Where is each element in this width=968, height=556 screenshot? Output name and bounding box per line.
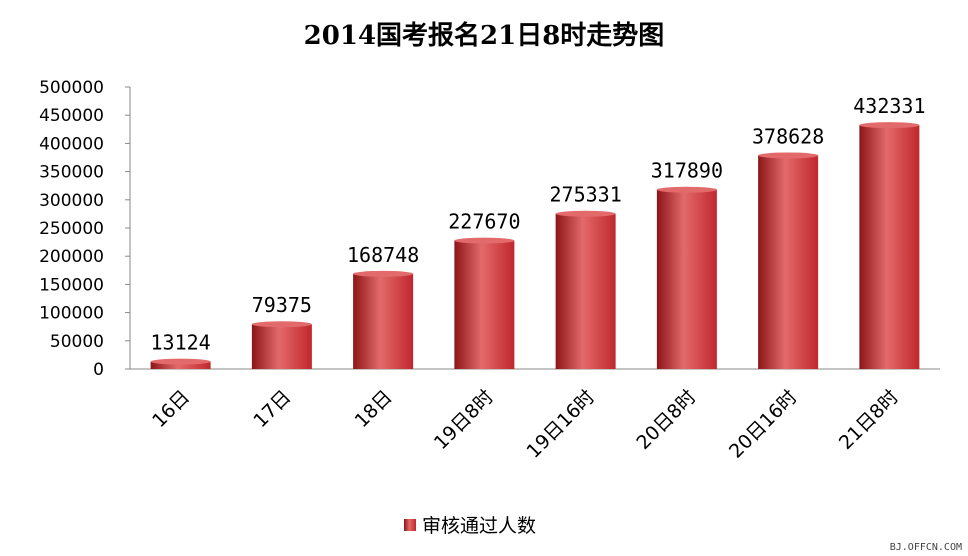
data-label: 79375 [252, 293, 312, 317]
y-tick-label: 200000 [39, 247, 104, 267]
data-label: 13124 [151, 331, 211, 355]
y-tick-label: 500000 [39, 78, 104, 98]
bar [454, 240, 515, 369]
x-tick-label: 16日 [148, 386, 194, 432]
data-label: 432331 [853, 94, 925, 118]
data-labels: 13124 79375 168748 227670 275331 317890 378628… [151, 94, 926, 354]
y-tick-label: 400000 [39, 134, 104, 154]
bar [758, 155, 819, 369]
watermark: BJ.OFFCN.COM [890, 542, 962, 553]
y-tick-label: 0 [93, 360, 104, 380]
data-label: 227670 [448, 210, 520, 234]
bar [859, 125, 920, 369]
x-tick-label: 20日16时 [725, 386, 802, 463]
data-label: 168748 [347, 243, 419, 267]
y-tick-label: 250000 [39, 219, 104, 239]
x-tick-label: 19日8时 [430, 386, 498, 454]
y-tick-label: 300000 [39, 191, 104, 211]
bar [656, 189, 717, 369]
data-label: 317890 [651, 159, 723, 183]
bars [150, 122, 920, 369]
bar-top [555, 210, 616, 217]
x-tick-label: 17日 [249, 386, 295, 432]
bar-top [656, 186, 717, 193]
y-tick-label: 350000 [39, 163, 104, 183]
x-axis-ticks: 16日 17日 18日 19日8时 19日16时 20日8时 20日16时 21日8时 [148, 386, 903, 463]
y-tick-label: 450000 [39, 106, 104, 126]
y-tick-label: 150000 [39, 275, 104, 295]
legend-label: 审核通过人数 [422, 515, 536, 537]
legend: 审核通过人数 [404, 515, 536, 537]
x-tick-label: 20日8时 [632, 386, 700, 454]
legend-swatch [404, 519, 416, 531]
bar-top [150, 358, 211, 365]
y-tick-label: 100000 [39, 304, 104, 324]
data-label: 275331 [550, 183, 622, 207]
bar [251, 324, 312, 369]
bar [353, 273, 414, 369]
bar-top [251, 321, 312, 328]
y-axis-ticks: 0 50000 100000 150000 200000 250000 300000 3500… [39, 78, 130, 380]
x-tick-label: 19日16时 [523, 386, 600, 463]
y-tick-label: 50000 [50, 332, 104, 352]
bar-top [859, 122, 920, 129]
data-label: 378628 [752, 124, 824, 148]
x-tick-label: 18日 [351, 386, 397, 432]
chart-title: 2014国考报名21日8时走势图 [304, 20, 665, 51]
bar [150, 361, 211, 369]
x-tick-label: 21日8时 [835, 386, 903, 454]
bar-top [454, 237, 515, 244]
bar-top [353, 270, 414, 277]
bar [555, 213, 616, 369]
bar-top [758, 152, 819, 159]
